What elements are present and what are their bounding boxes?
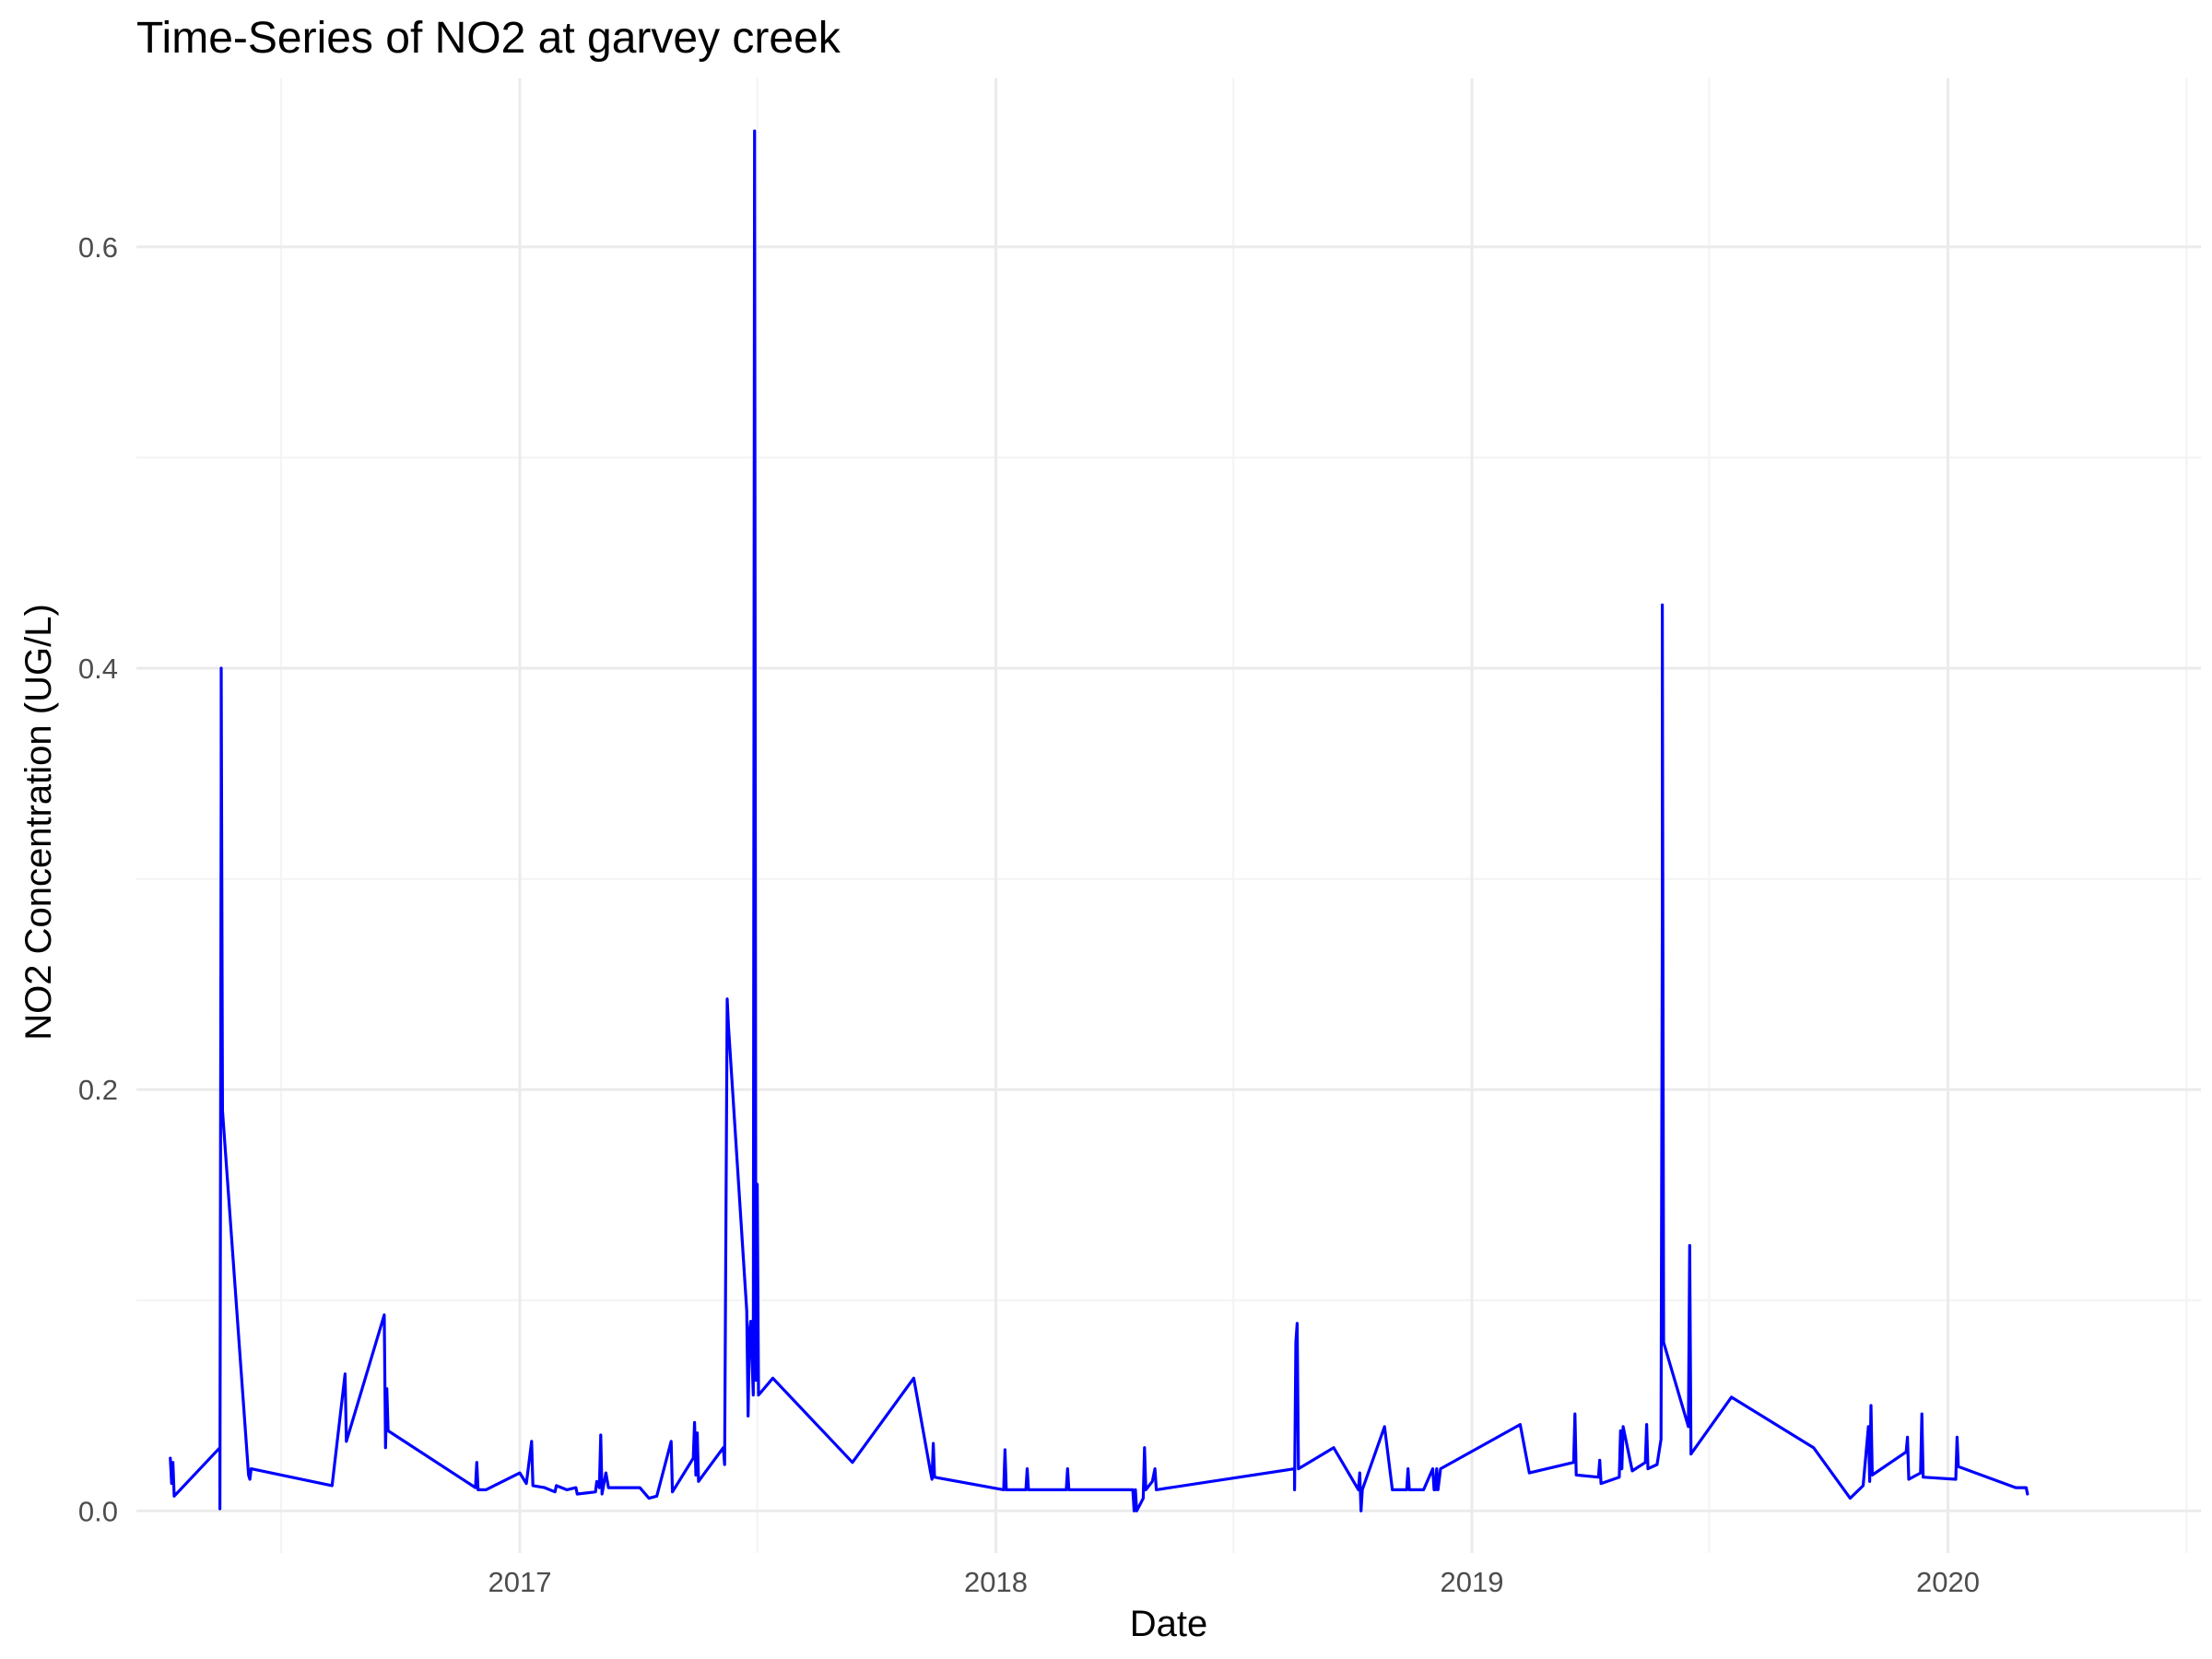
x-tick-labels: 2017 2018 2019 2020: [488, 1566, 1980, 1598]
x-axis-title: Date: [1130, 1604, 1208, 1644]
y-tick-label: 0.6: [78, 231, 118, 264]
x-tick-label: 2017: [488, 1566, 552, 1598]
series-line-1: [169, 129, 2030, 1512]
y-tick-label: 0.4: [78, 653, 118, 685]
minor-gridlines: [136, 78, 2201, 1553]
x-tick-label: 2020: [1916, 1566, 1980, 1598]
chart-title: Time-Series of NO2 at garvey creek: [136, 14, 841, 63]
x-tick-label: 2019: [1441, 1566, 1504, 1598]
series-layer: [169, 129, 2030, 1512]
major-gridlines: [136, 78, 2201, 1553]
y-tick-label: 0.2: [78, 1074, 118, 1106]
y-tick-label: 0.0: [78, 1495, 118, 1527]
y-tick-labels: 0.0 0.2 0.4 0.6: [78, 231, 118, 1527]
x-tick-label: 2018: [964, 1566, 1028, 1598]
y-axis-title: NO2 Concentration (UG/L): [18, 604, 59, 1041]
